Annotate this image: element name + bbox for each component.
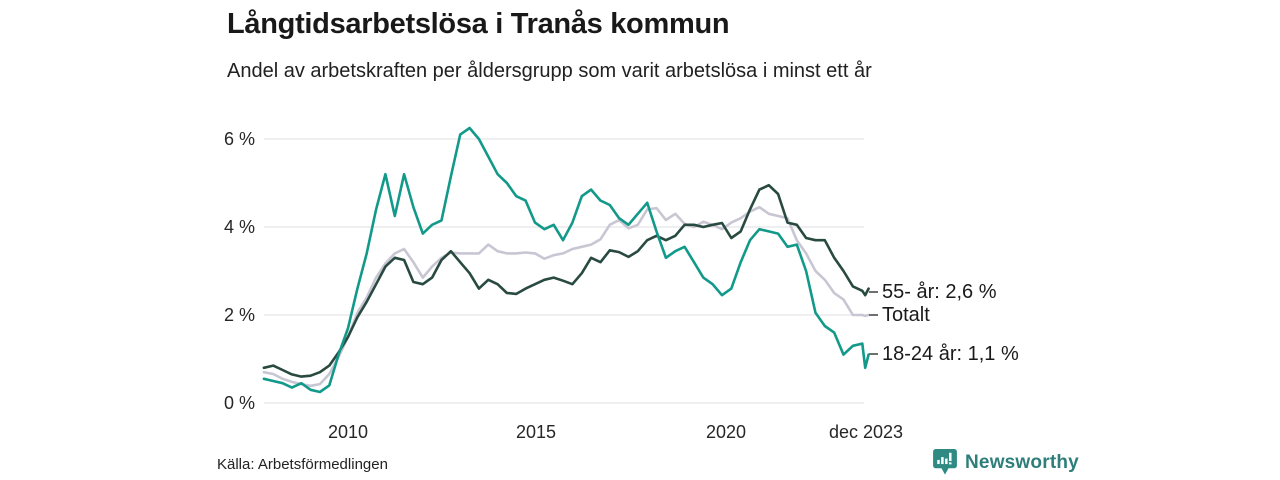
x-axis-tick-dec-2023: dec 2023: [828, 422, 904, 442]
line-series-1824: [262, 126, 870, 394]
x-axis-tick-2010: 2010: [327, 422, 369, 442]
line-series-totalt: [262, 205, 870, 388]
series-end-label-text: Totalt: [882, 304, 930, 326]
y-axis-tick-6: 6 %: [223, 129, 255, 149]
series-end-label-55-plus: 55- år: 2,6 %: [869, 280, 997, 304]
series-end-label-18-24: 18-24 år: 1,1 %: [869, 342, 1019, 366]
label-tick-dash: [869, 353, 878, 355]
series-end-label-text: 55- år: 2,6 %: [882, 281, 997, 303]
series-end-label-text: 18-24 år: 1,1 %: [882, 343, 1019, 365]
page-subtitle: Andel av arbetskraften per åldersgrupp s…: [227, 60, 872, 82]
newsworthy-logo: Newsworthy: [932, 448, 1079, 477]
label-tick-dash: [869, 314, 878, 316]
x-axis-tick-2015: 2015: [515, 422, 557, 442]
source-note: Källa: Arbetsförmedlingen: [217, 456, 388, 473]
y-axis-tick-2: 2 %: [223, 305, 255, 325]
label-tick-dash: [869, 291, 878, 293]
y-axis-tick-0: 0 %: [223, 393, 255, 413]
x-axis-tick-2020: 2020: [705, 422, 747, 442]
y-axis-tick-4: 4 %: [223, 217, 255, 237]
newsworthy-wordmark: Newsworthy: [965, 451, 1079, 473]
line-series-55: [262, 183, 870, 378]
series-end-label-total: Totalt: [869, 303, 930, 327]
newsworthy-speech-bubble-bar-chart-icon: [933, 449, 957, 475]
page-title: Långtidsarbetslösa i Tranås kommun: [227, 8, 730, 40]
